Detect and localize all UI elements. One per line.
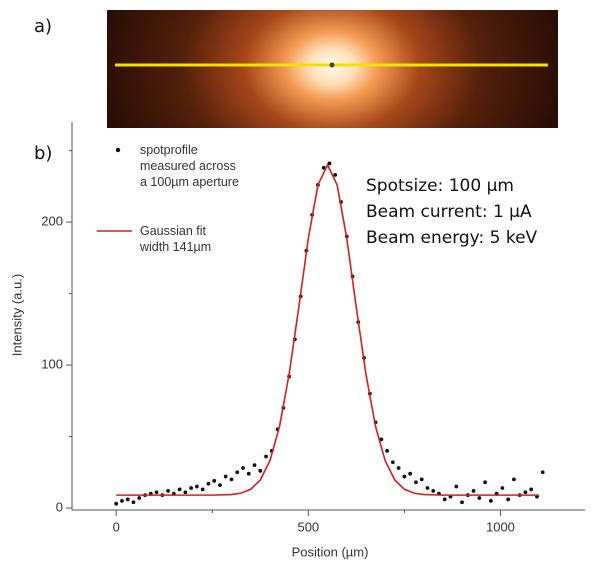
- panel-label: b): [34, 143, 53, 164]
- y-tick-label: 100: [41, 356, 63, 371]
- annotation: Beam current: 1 µA: [366, 202, 532, 222]
- data-point: [252, 463, 257, 468]
- data-point: [241, 466, 245, 470]
- data-point: [114, 501, 119, 506]
- panel-label: a): [34, 16, 53, 37]
- beam-image: [107, 10, 558, 128]
- annotation: Spotsize: 100 µm: [366, 176, 514, 196]
- data-point: [402, 474, 407, 479]
- data-point: [120, 498, 124, 503]
- y-tick-label: 0: [56, 499, 63, 514]
- data-point: [483, 480, 487, 485]
- x-tick-label: 500: [297, 519, 319, 534]
- data-point: [189, 486, 194, 490]
- data-point: [258, 468, 263, 473]
- data-point: [235, 470, 240, 475]
- data-point: [425, 486, 430, 490]
- data-point: [206, 481, 211, 486]
- data-point: [218, 483, 222, 488]
- data-point: [327, 161, 332, 166]
- data-point: [488, 498, 493, 503]
- data-point: [166, 488, 170, 493]
- x-axis-label: Position (µm): [292, 544, 369, 559]
- legend-label: Gaussian fit width 141µm: [140, 224, 212, 254]
- data-point: [212, 478, 217, 483]
- data-point: [454, 484, 459, 489]
- y-axis-label: Intensity (a.u.): [9, 274, 24, 356]
- data-point: [385, 448, 390, 453]
- center-marker: [329, 62, 335, 68]
- data-point: [529, 487, 534, 492]
- data-point: [137, 496, 142, 500]
- data-point: [523, 490, 528, 495]
- x-tick-label: 0: [113, 519, 120, 534]
- data-point: [183, 490, 188, 495]
- data-point: [431, 488, 436, 493]
- data-point: [229, 477, 234, 482]
- data-point: [131, 500, 136, 505]
- y-tick-label: 200: [41, 214, 63, 229]
- data-point: [414, 480, 418, 485]
- data-point: [246, 471, 251, 476]
- data-point: [500, 486, 505, 490]
- data-point: [540, 470, 545, 475]
- data-point: [460, 500, 464, 505]
- data-point: [471, 488, 476, 493]
- legend-symbol: [115, 147, 121, 153]
- data-point: [333, 172, 338, 177]
- data-point: [512, 477, 516, 482]
- x-tick-label: 1000: [486, 519, 515, 534]
- legend-label: spotprofile measured across a 100µm aper…: [140, 143, 239, 189]
- data-point: [194, 484, 199, 489]
- annotation: Beam energy: 5 keV: [366, 228, 538, 248]
- image-background: [107, 10, 558, 128]
- data-point: [264, 454, 268, 459]
- plot-area: 0 500 1000 0 100 200: [41, 122, 585, 534]
- fit-line: [116, 163, 539, 496]
- data-point: [396, 466, 401, 470]
- data-point: [419, 477, 424, 482]
- data-point: [321, 165, 326, 170]
- data-point: [154, 490, 159, 495]
- data-point: [200, 487, 205, 492]
- data-point: [223, 474, 228, 479]
- data-point: [390, 460, 395, 465]
- data-point: [442, 497, 447, 502]
- data-point: [177, 487, 182, 492]
- data-point: [408, 471, 413, 476]
- data-point: [379, 437, 384, 442]
- data-point: [506, 497, 511, 502]
- data-point: [125, 497, 130, 502]
- data-point: [477, 496, 482, 500]
